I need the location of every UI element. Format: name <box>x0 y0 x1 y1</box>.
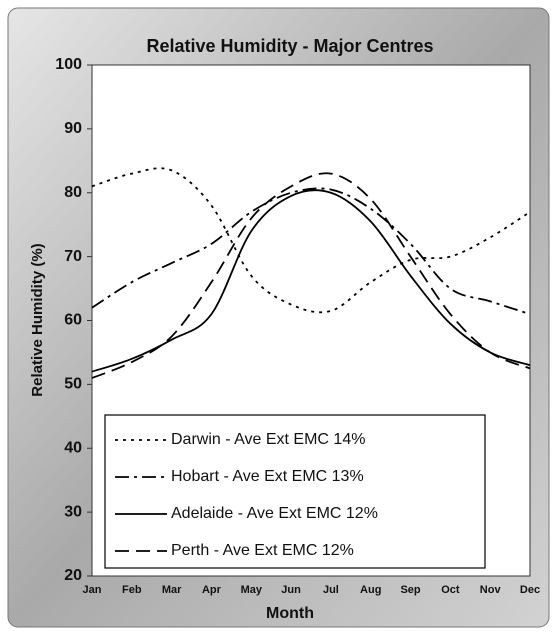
y-tick-label: 90 <box>64 120 82 137</box>
y-tick-label: 50 <box>64 376 82 393</box>
legend-label: Adelaide - Ave Ext EMC 12% <box>171 505 378 522</box>
y-tick-label: 40 <box>64 439 82 456</box>
y-tick-label: 80 <box>64 184 82 201</box>
x-tick-label: Nov <box>480 584 502 596</box>
legend-box <box>104 414 486 569</box>
x-tick-label: Jan <box>83 584 102 596</box>
y-axis-label: Relative Humidity (%) <box>29 243 46 396</box>
x-tick-label: Mar <box>162 584 182 596</box>
y-tick-label: 60 <box>64 312 82 329</box>
chart-title: Relative Humidity - Major Centres <box>146 36 433 56</box>
x-tick-label: Jun <box>281 584 301 596</box>
y-tick-label: 70 <box>64 248 82 265</box>
x-axis-label: Month <box>266 605 314 622</box>
x-tick-label: May <box>241 584 263 596</box>
x-tick-label: Dec <box>520 584 540 596</box>
x-tick-label: Oct <box>441 584 460 596</box>
series-line <box>91 189 531 373</box>
y-tick-label: 100 <box>55 56 82 73</box>
x-tick-label: Sep <box>400 584 420 596</box>
legend-label: Perth - Ave Ext EMC 12% <box>171 542 354 559</box>
legend-label: Darwin - Ave Ext EMC 14% <box>171 431 365 448</box>
y-tick-label: 20 <box>64 567 82 584</box>
legend-label: Hobart - Ave Ext EMC 13% <box>171 468 364 485</box>
y-tick-label: 30 <box>64 503 82 520</box>
x-tick-label: Apr <box>202 584 222 596</box>
x-tick-label: Feb <box>122 584 142 596</box>
x-tick-label: Jul <box>323 584 339 596</box>
series-line <box>91 187 531 315</box>
x-tick-label: Aug <box>360 584 381 596</box>
series-line <box>91 167 531 314</box>
series-line <box>91 172 531 379</box>
